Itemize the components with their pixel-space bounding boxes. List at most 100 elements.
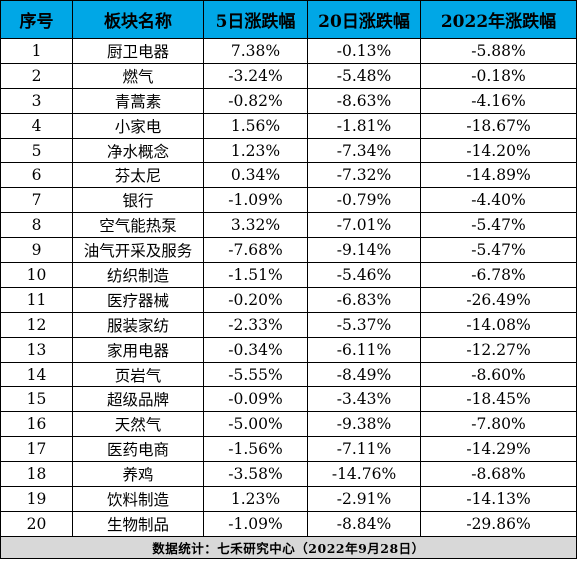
row-index-cell: 1 — [0, 38, 73, 64]
table-footer: 数据统计：七禾研究中心（2022年9月28日） — [0, 535, 577, 559]
table-row: 8 空气能热泵 3.32% -7.01% -5.47% — [0, 212, 577, 239]
row-index-cell: 13 — [0, 336, 73, 363]
sector-name-cell: 超级品牌 — [72, 386, 204, 413]
change-5day-cell: -1.09% — [203, 510, 308, 537]
change-5day-cell: -3.24% — [203, 62, 308, 89]
table-row: 10 纺织制造 -1.51% -5.46% -6.78% — [0, 262, 577, 288]
row-index-cell: 5 — [0, 137, 73, 164]
change-2022-cell: -4.16% — [420, 87, 577, 114]
sector-name-cell: 银行 — [72, 187, 204, 214]
header-20day-change: 20日涨跌幅 — [307, 0, 421, 39]
footer-row: 数据统计：七禾研究中心（2022年9月28日） — [0, 535, 577, 559]
change-5day-cell: -5.55% — [203, 361, 308, 388]
row-index-cell: 6 — [0, 162, 73, 189]
change-20day-cell: -3.43% — [307, 386, 421, 413]
table-row: 9 油气开采及服务 -7.68% -9.14% -5.47% — [0, 237, 577, 264]
row-index-cell: 14 — [0, 361, 73, 388]
change-5day-cell: -3.58% — [203, 461, 308, 488]
sector-name-cell: 生物制品 — [72, 510, 204, 537]
row-index-cell: 4 — [0, 112, 73, 139]
table-row: 1 厨卫电器 7.38% -0.13% -5.88% — [0, 38, 577, 64]
sector-name-cell: 芬太尼 — [72, 162, 204, 189]
sector-name-cell: 家用电器 — [72, 336, 204, 363]
header-sector-name: 板块名称 — [72, 0, 204, 39]
header-index: 序号 — [0, 0, 73, 39]
change-20day-cell: -6.83% — [307, 286, 421, 313]
row-index-cell: 12 — [0, 311, 73, 338]
change-20day-cell: -2.91% — [307, 486, 421, 512]
row-index-cell: 18 — [0, 461, 73, 488]
sector-name-cell: 厨卫电器 — [72, 38, 204, 64]
change-5day-cell: -1.51% — [203, 262, 308, 288]
row-index-cell: 16 — [0, 411, 73, 438]
sector-name-cell: 天然气 — [72, 411, 204, 438]
row-index-cell: 7 — [0, 187, 73, 214]
sector-name-cell: 服装家纺 — [72, 311, 204, 338]
change-2022-cell: -14.13% — [420, 486, 577, 512]
change-5day-cell: -5.00% — [203, 411, 308, 438]
change-20day-cell: -7.32% — [307, 162, 421, 189]
sector-name-cell: 青蒿素 — [72, 87, 204, 114]
table-row: 13 家用电器 -0.34% -6.11% -12.27% — [0, 336, 577, 363]
change-20day-cell: -0.79% — [307, 187, 421, 214]
sector-name-cell: 页岩气 — [72, 361, 204, 388]
table-row: 16 天然气 -5.00% -9.38% -7.80% — [0, 411, 577, 438]
change-2022-cell: -8.68% — [420, 461, 577, 488]
change-5day-cell: -1.56% — [203, 436, 308, 463]
row-index-cell: 17 — [0, 436, 73, 463]
table-row: 20 生物制品 -1.09% -8.84% -29.86% — [0, 510, 577, 537]
table-row: 3 青蒿素 -0.82% -8.63% -4.16% — [0, 87, 577, 114]
table-header: 序号 板块名称 5日涨跌幅 20日涨跌幅 2022年涨跌幅 — [0, 0, 577, 39]
change-2022-cell: -0.18% — [420, 62, 577, 89]
change-2022-cell: -5.88% — [420, 38, 577, 64]
data-source-note: 数据统计：七禾研究中心（2022年9月28日） — [0, 535, 577, 559]
change-2022-cell: -29.86% — [420, 510, 577, 537]
change-20day-cell: -0.13% — [307, 38, 421, 64]
sector-name-cell: 饮料制造 — [72, 486, 204, 512]
change-20day-cell: -8.84% — [307, 510, 421, 537]
change-5day-cell: 1.23% — [203, 486, 308, 512]
row-index-cell: 3 — [0, 87, 73, 114]
table-row: 11 医疗器械 -0.20% -6.83% -26.49% — [0, 286, 577, 313]
change-20day-cell: -7.11% — [307, 436, 421, 463]
sector-name-cell: 净水概念 — [72, 137, 204, 164]
change-2022-cell: -5.47% — [420, 237, 577, 264]
change-2022-cell: -14.89% — [420, 162, 577, 189]
row-index-cell: 2 — [0, 62, 73, 89]
table-row: 17 医药电商 -1.56% -7.11% -14.29% — [0, 436, 577, 463]
change-5day-cell: -0.20% — [203, 286, 308, 313]
table-row: 2 燃气 -3.24% -5.48% -0.18% — [0, 62, 577, 89]
table-row: 19 饮料制造 1.23% -2.91% -14.13% — [0, 486, 577, 512]
change-2022-cell: -18.67% — [420, 112, 577, 139]
sector-name-cell: 医疗器械 — [72, 286, 204, 313]
change-2022-cell: -6.78% — [420, 262, 577, 288]
header-5day-change: 5日涨跌幅 — [203, 0, 308, 39]
table-row: 5 净水概念 1.23% -7.34% -14.20% — [0, 137, 577, 164]
change-2022-cell: -8.60% — [420, 361, 577, 388]
sector-name-cell: 养鸡 — [72, 461, 204, 488]
sector-name-cell: 医药电商 — [72, 436, 204, 463]
change-5day-cell: 3.32% — [203, 212, 308, 239]
sector-name-cell: 纺织制造 — [72, 262, 204, 288]
change-20day-cell: -8.49% — [307, 361, 421, 388]
header-row: 序号 板块名称 5日涨跌幅 20日涨跌幅 2022年涨跌幅 — [0, 0, 577, 39]
row-index-cell: 10 — [0, 262, 73, 288]
change-2022-cell: -14.08% — [420, 311, 577, 338]
sector-name-cell: 燃气 — [72, 62, 204, 89]
table-row: 12 服装家纺 -2.33% -5.37% -14.08% — [0, 311, 577, 338]
change-2022-cell: -4.40% — [420, 187, 577, 214]
change-2022-cell: -12.27% — [420, 336, 577, 363]
change-20day-cell: -14.76% — [307, 461, 421, 488]
change-5day-cell: -0.34% — [203, 336, 308, 363]
row-index-cell: 19 — [0, 486, 73, 512]
change-5day-cell: 1.23% — [203, 137, 308, 164]
table-row: 6 芬太尼 0.34% -7.32% -14.89% — [0, 162, 577, 189]
change-5day-cell: -2.33% — [203, 311, 308, 338]
change-20day-cell: -9.38% — [307, 411, 421, 438]
change-20day-cell: -6.11% — [307, 336, 421, 363]
sector-name-cell: 空气能热泵 — [72, 212, 204, 239]
change-5day-cell: -1.09% — [203, 187, 308, 214]
table-row: 14 页岩气 -5.55% -8.49% -8.60% — [0, 361, 577, 388]
change-20day-cell: -9.14% — [307, 237, 421, 264]
